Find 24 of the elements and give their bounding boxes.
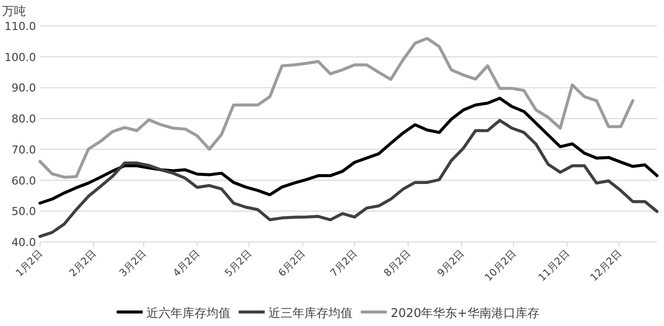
x-tick-label: 7月2日 [328,248,360,280]
y-tick-label: 110.0 [4,20,36,33]
y-tick-label: 40.0 [12,236,36,249]
x-tick-label: 9月2日 [436,248,467,280]
y-tick-label: 60.0 [12,174,36,188]
x-tick-label: 5月2日 [223,248,254,280]
x-tick-label: 2月2日 [68,248,99,280]
y-axis-title: 万吨 [2,4,26,18]
x-tick-label: 12月2日 [588,248,624,284]
x-tick-label: 11月2日 [536,248,572,284]
x-tick-label: 1月2日 [14,248,46,280]
legend-label: 近六年库存均值 [146,306,231,320]
x-tick-label: 10月2日 [483,248,519,284]
y-tick-label: 90.0 [12,82,36,95]
x-tick-label: 4月2日 [171,248,202,280]
y-tick-label: 50.0 [12,205,36,218]
legend-label: 2020年华东+华南港口库存 [390,306,540,320]
y-tick-label: 80.0 [12,112,36,126]
x-tick-label: 8月2日 [382,248,414,280]
x-tick-label: 3月2日 [118,248,149,280]
y-tick-label: 100.0 [4,50,36,64]
x-tick-label: 6月2日 [276,248,308,280]
legend-label: 近三年库存均值 [268,306,353,320]
y-tick-label: 70.0 [12,143,36,156]
